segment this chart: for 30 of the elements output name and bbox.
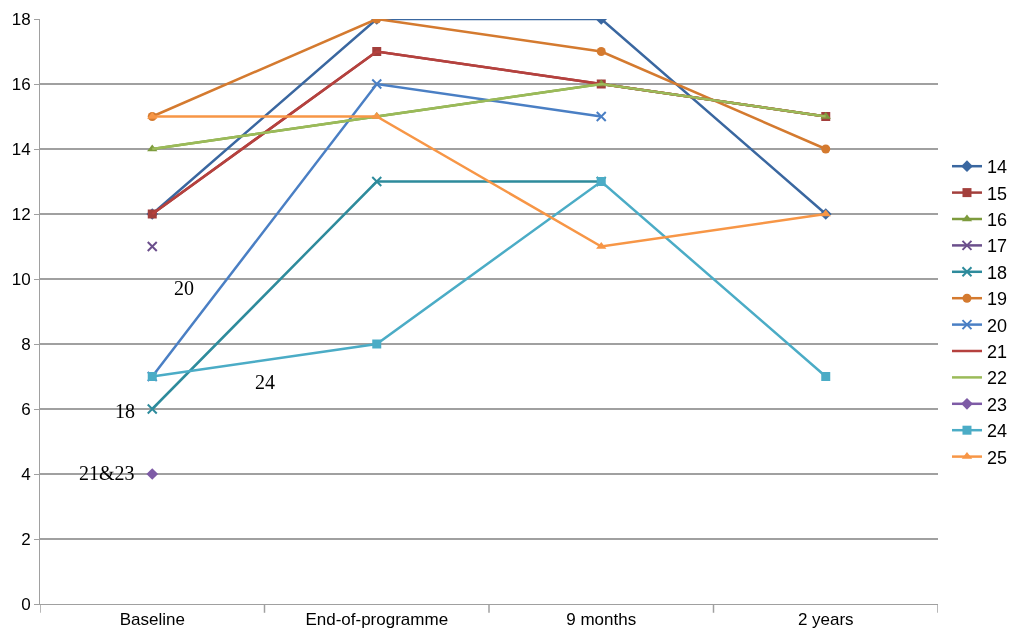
y-tick-label: 12: [11, 204, 31, 224]
annotation: 24: [255, 371, 275, 393]
x-tick-label: 2 years: [797, 610, 854, 630]
legend-label: 16: [986, 210, 1008, 231]
x-tick-label: End-of-programme: [305, 610, 449, 630]
legend-label: 23: [986, 394, 1008, 415]
legend-label: 22: [986, 368, 1008, 389]
annotation: 20: [174, 277, 194, 299]
legend-label: 21: [986, 342, 1008, 363]
y-tick-label: 4: [21, 464, 31, 484]
legend-label: 25: [986, 447, 1008, 468]
y-tick-label: 16: [11, 74, 31, 94]
x-tick-label: Baseline: [119, 610, 185, 630]
annotation: 21&23: [79, 462, 135, 484]
legend-label: 18: [986, 262, 1008, 283]
legend-label: 24: [986, 421, 1008, 442]
y-tick-label: 8: [21, 334, 31, 354]
legend-label: 14: [986, 157, 1008, 178]
y-tick-label: 14: [11, 139, 31, 159]
legend-label: 19: [986, 289, 1008, 310]
legend-label: 17: [986, 236, 1008, 257]
y-tick-label: 6: [21, 399, 31, 419]
legend-label: 20: [986, 315, 1008, 336]
y-tick-label: 0: [21, 594, 31, 614]
y-tick-label: 18: [11, 9, 31, 29]
annotation: 18: [115, 400, 135, 422]
legend-label: 15: [986, 183, 1008, 204]
y-tick-label: 2: [21, 529, 31, 549]
y-tick-label: 10: [11, 269, 31, 289]
x-tick-label: 9 months: [566, 610, 637, 630]
